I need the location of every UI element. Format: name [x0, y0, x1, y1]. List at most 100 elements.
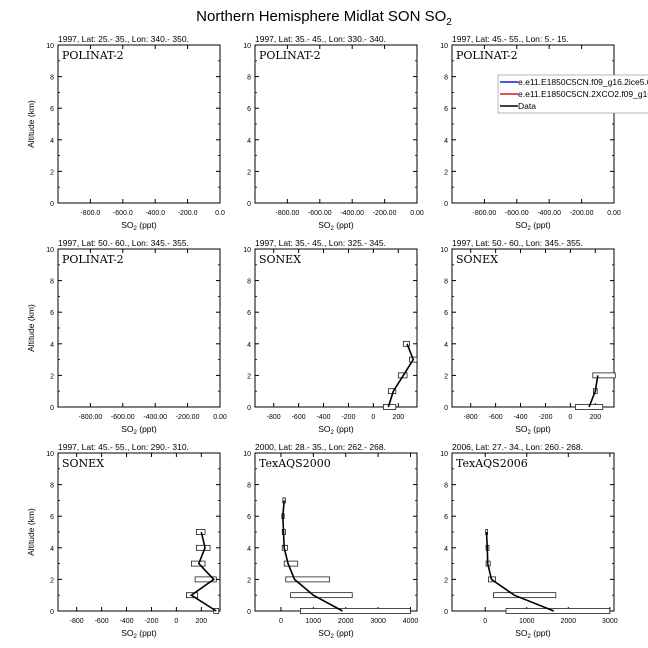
data-profile-line [189, 531, 217, 612]
x-tick-label: 1000 [306, 618, 322, 625]
legend-label: Data [518, 101, 536, 111]
y-tick-label: 6 [247, 106, 251, 113]
data-profile-line [282, 500, 343, 612]
legend-label: e.e11.E1850C5CN.f09_g16.2ice5.0 [518, 77, 648, 87]
campaign-label: SONEX [456, 253, 498, 266]
plot-frame [451, 248, 615, 408]
y-tick-label: 8 [50, 483, 54, 490]
campaign-label: SONEX [259, 253, 301, 266]
y-tick-label: 4 [444, 138, 448, 145]
x-tick-label: -200.00 [373, 210, 397, 217]
x-tick-label: 0.00 [410, 210, 424, 217]
data-range-box [505, 608, 611, 614]
panel-title: 1997, Lat: 45.- 55., Lon: 5.- 15. [452, 34, 569, 44]
x-tick-label: -400.00 [537, 210, 561, 217]
x-axis-label: SO2 (ppt) [318, 628, 354, 640]
y-tick-label: 4 [50, 342, 54, 349]
y-tick-label: 8 [247, 279, 251, 286]
x-tick-label: 1000 [519, 618, 535, 625]
x-tick-label: -400 [317, 414, 331, 421]
x-tick-label: 4000 [403, 618, 419, 625]
x-tick-label: 2000 [338, 618, 354, 625]
campaign-label: POLINAT-2 [259, 49, 321, 62]
x-tick-label: -400.00 [143, 414, 167, 421]
panel-2: 1997, Lat: 35.- 45., Lon: 330.- 340. POLI… [243, 34, 424, 232]
y-tick-label: 2 [50, 373, 54, 380]
x-tick-label: -800.00 [276, 210, 300, 217]
y-axis-label: Altitude (km) [26, 508, 36, 556]
x-tick-label: 200 [589, 414, 601, 421]
panel-title: 1997, Lat: 35.- 45., Lon: 325.- 345. [255, 238, 386, 248]
y-tick-label: 8 [444, 483, 448, 490]
x-tick-label: -400.00 [340, 210, 364, 217]
plot-frame [451, 452, 615, 612]
x-axis-label: SO2 (ppt) [318, 220, 354, 232]
x-tick-label: -400.0 [145, 210, 165, 217]
y-tick-label: 4 [444, 342, 448, 349]
page-title: Northern Hemisphere Midlat SON SO2 [0, 8, 648, 28]
y-tick-label: 4 [247, 138, 251, 145]
y-tick-label: 2 [444, 577, 448, 584]
y-tick-label: 0 [50, 201, 54, 208]
y-tick-label: 10 [440, 451, 448, 458]
x-tick-label: -200 [538, 414, 552, 421]
x-tick-label: 0.00 [213, 414, 227, 421]
x-tick-label: -600 [292, 414, 306, 421]
y-tick-label: 8 [444, 75, 448, 82]
x-axis-label: SO2 (ppt) [121, 424, 157, 436]
x-tick-label: 200 [392, 414, 404, 421]
x-tick-label: -800.00 [473, 210, 497, 217]
x-tick-label: -800 [464, 414, 478, 421]
x-axis-label: SO2 (ppt) [121, 220, 157, 232]
x-tick-label: -600.0 [113, 210, 133, 217]
x-axis-label: SO2 (ppt) [318, 424, 354, 436]
data-range-box [195, 529, 206, 535]
data-range-box [592, 372, 616, 379]
page-title-subscript: 2 [446, 17, 452, 28]
x-tick-label: -600 [489, 414, 503, 421]
y-tick-label: 6 [444, 310, 448, 317]
legend: e.e11.E1850C5CN.f09_g16.2ice5.0 e.e11.E18… [497, 74, 648, 114]
campaign-label: POLINAT-2 [62, 49, 124, 62]
y-tick-label: 2 [50, 577, 54, 584]
x-axis-label: SO2 (ppt) [515, 424, 551, 436]
data-range-box [493, 592, 557, 599]
data-profile-line [588, 375, 599, 408]
x-tick-label: -200 [341, 414, 355, 421]
y-tick-label: 0 [50, 609, 54, 616]
y-tick-label: 0 [444, 609, 448, 616]
x-tick-label: 200 [195, 618, 207, 625]
x-tick-label: 0 [483, 618, 487, 625]
x-tick-label: -200.0 [178, 210, 198, 217]
panel-4: 1997, Lat: 50.- 60., Lon: 345.- 355. POLI… [26, 238, 227, 436]
y-tick-label: 2 [247, 169, 251, 176]
y-tick-label: 6 [50, 514, 54, 521]
panel-5: 1997, Lat: 35.- 45., Lon: 325.- 345. SONE… [243, 238, 418, 436]
x-tick-label: -400 [120, 618, 134, 625]
x-tick-label: -600.00 [111, 414, 135, 421]
y-tick-label: 10 [243, 43, 251, 50]
y-tick-label: 2 [247, 373, 251, 380]
x-tick-label: -600.00 [308, 210, 332, 217]
x-tick-label: -200.00 [176, 414, 200, 421]
campaign-label: POLINAT-2 [456, 49, 518, 62]
panel-title: 1997, Lat: 45.- 55., Lon: 290.- 310. [58, 442, 189, 452]
x-tick-label: 0.00 [607, 210, 621, 217]
panel-7: 1997, Lat: 45.- 55., Lon: 290.- 310. SONE… [26, 442, 221, 640]
x-tick-label: -800 [267, 414, 281, 421]
y-tick-label: 0 [50, 405, 54, 412]
campaign-label: TexAQS2000 [259, 457, 331, 470]
plot-frame [254, 452, 418, 612]
x-tick-label: 3000 [602, 618, 618, 625]
y-tick-label: 8 [50, 279, 54, 286]
x-tick-label: 2000 [561, 618, 577, 625]
data-range-box [283, 560, 299, 567]
y-tick-label: 10 [46, 43, 54, 50]
y-tick-label: 8 [50, 75, 54, 82]
data-range-box [402, 340, 410, 347]
y-tick-label: 6 [444, 106, 448, 113]
x-axis-label: SO2 (ppt) [121, 628, 157, 640]
x-tick-label: -800.00 [79, 414, 103, 421]
y-tick-label: 10 [243, 451, 251, 458]
